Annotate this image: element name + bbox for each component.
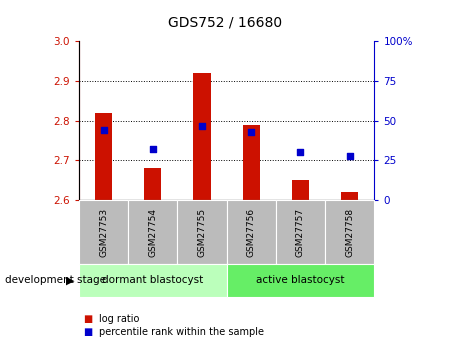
Bar [79, 264, 226, 297]
Bar [341, 192, 359, 200]
Bar [243, 125, 260, 200]
Bar [177, 200, 226, 264]
Point [346, 153, 353, 158]
Bar [79, 200, 128, 264]
Point [297, 150, 304, 155]
Text: development stage: development stage [5, 275, 106, 285]
Bar [226, 264, 374, 297]
Bar [276, 200, 325, 264]
Bar [144, 168, 161, 200]
Bar [325, 200, 374, 264]
Text: GSM27753: GSM27753 [99, 207, 108, 257]
Text: dormant blastocyst: dormant blastocyst [102, 275, 203, 285]
Bar [226, 200, 276, 264]
Text: GSM27754: GSM27754 [148, 207, 157, 257]
Text: GSM27756: GSM27756 [247, 207, 256, 257]
Bar [292, 180, 309, 200]
Point [149, 147, 156, 152]
Text: percentile rank within the sample: percentile rank within the sample [99, 327, 264, 337]
Bar [95, 113, 112, 200]
Text: log ratio: log ratio [99, 314, 140, 324]
Text: ▶: ▶ [66, 275, 74, 285]
Text: ■: ■ [83, 327, 93, 337]
Bar [128, 200, 177, 264]
Text: GSM27757: GSM27757 [296, 207, 305, 257]
Point [198, 123, 206, 128]
Text: GSM27755: GSM27755 [198, 207, 207, 257]
Point [100, 128, 107, 133]
Text: GDS752 / 16680: GDS752 / 16680 [168, 16, 283, 29]
Text: active blastocyst: active blastocyst [256, 275, 345, 285]
Text: GSM27758: GSM27758 [345, 207, 354, 257]
Text: ■: ■ [83, 314, 93, 324]
Bar [193, 73, 211, 200]
Point [248, 129, 255, 135]
